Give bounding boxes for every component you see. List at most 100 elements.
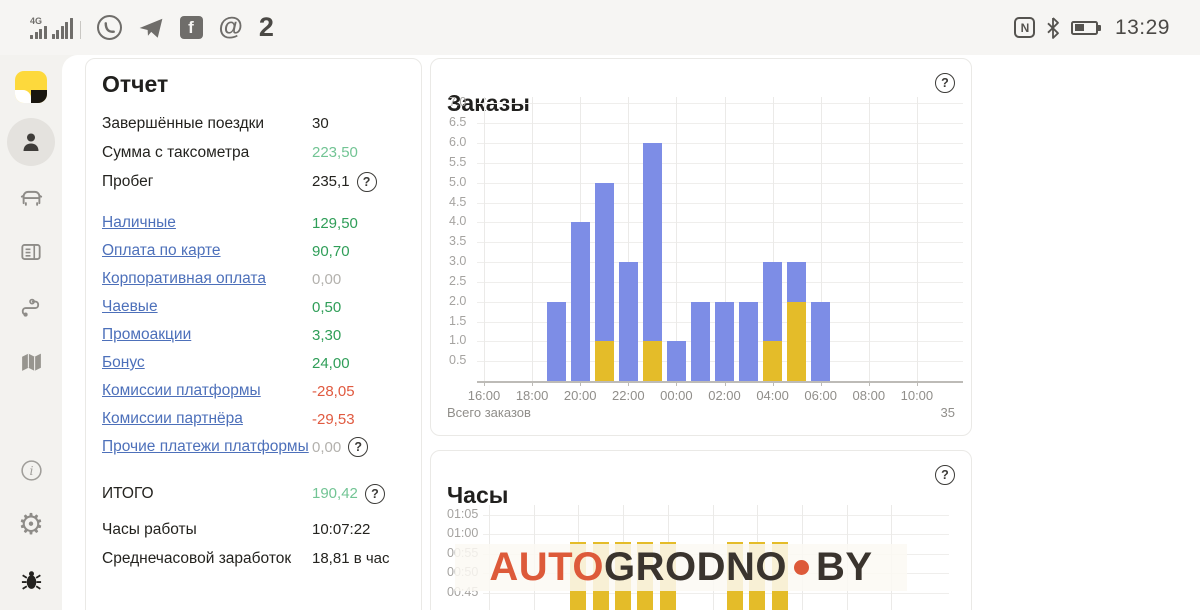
axis-tick <box>916 381 918 386</box>
report-row-value: 0,00? <box>312 437 405 457</box>
report-row-value: 223,50 <box>312 144 405 161</box>
report-row-amount: 10:07:22 <box>312 521 371 538</box>
report-row-value: 90,70 <box>312 243 405 260</box>
gridline <box>820 97 822 381</box>
x-axis-tick-label: 22:00 <box>612 388 645 403</box>
report-row-amount: -28,05 <box>312 382 355 400</box>
report-row: Корпоративная оплата 0,00 <box>102 265 405 293</box>
x-axis-tick-label: 20:00 <box>563 388 597 403</box>
bug-icon <box>21 570 41 590</box>
report-row-amount: 18,81 в час <box>312 550 390 567</box>
sidebar-item-info[interactable]: i <box>7 446 55 494</box>
report-row-value: 24,00 <box>312 355 405 372</box>
help-icon[interactable]: ? <box>935 465 955 485</box>
orders-title: Заказы <box>447 90 530 117</box>
report-row-link[interactable]: Бонус <box>102 354 145 371</box>
axis-tick <box>868 381 870 386</box>
report-row-value: -29,53 <box>312 411 405 428</box>
report-row: Оплата по карте 90,70 <box>102 237 405 265</box>
info-icon: i <box>20 459 42 481</box>
x-axis-tick-label: 00:00 <box>660 388 693 403</box>
sidebar-item-news[interactable] <box>7 228 55 276</box>
report-row-link[interactable]: Корпоративная оплата <box>102 270 266 287</box>
mail-at-icon: @ <box>218 13 243 41</box>
watermark-dot-icon <box>794 560 810 575</box>
gridline <box>676 97 678 381</box>
gridline <box>477 222 963 224</box>
gridline <box>628 97 630 381</box>
bluetooth-icon <box>1046 16 1060 39</box>
report-row-link[interactable]: Наличные <box>102 214 176 231</box>
report-row-label: Среднечасовой заработок <box>102 549 292 567</box>
profile-icon <box>23 133 39 151</box>
report-row: Пробег 235,1? <box>102 167 405 196</box>
y-axis-tick-label: 3.0 <box>449 254 467 269</box>
sidebar-item-profile[interactable] <box>7 118 55 166</box>
gear-icon: ⚙ <box>18 509 44 541</box>
report-row-link[interactable]: Чаевые <box>102 298 158 315</box>
facebook-icon: f <box>179 16 203 39</box>
yandex-pro-logo-icon <box>15 71 47 103</box>
report-panel: Отчет Завершённые поездки 30 Сумма с таксо… <box>85 58 422 610</box>
y-axis-tick-label: 4.5 <box>449 194 467 209</box>
report-row-link[interactable]: Прочие платежи платформы <box>102 438 309 455</box>
report-row-amount: 0,50 <box>312 298 342 316</box>
sidebar-item-diagnostics[interactable] <box>7 556 55 604</box>
report-row-link[interactable]: Промоакции <box>102 326 192 343</box>
orders-bar-yellow-segment <box>594 341 614 381</box>
report-row: Комиссии партнёра -29,53 <box>102 405 405 433</box>
viber-icon <box>96 15 122 40</box>
y-axis-tick-label: 0.5 <box>449 353 467 368</box>
report-row-value: 18,81 в час <box>312 550 405 567</box>
help-icon[interactable]: ? <box>364 483 385 504</box>
sidebar-item-car[interactable] <box>7 173 55 221</box>
x-axis-tick-label: 16:00 <box>467 388 501 403</box>
axis-tick <box>772 381 774 386</box>
report-row-amount: 24,00 <box>312 354 350 372</box>
gridline <box>477 143 963 145</box>
help-icon[interactable]: ? <box>348 437 369 457</box>
orders-bar-blue-segment <box>594 182 614 342</box>
x-axis-tick-label: 04:00 <box>756 388 789 403</box>
sidebar-item-route[interactable] <box>7 283 55 331</box>
report-row-value: 30 <box>312 115 405 132</box>
axis-tick <box>532 381 534 386</box>
x-axis-tick-label: 18:00 <box>515 388 549 403</box>
sidebar-item-map[interactable] <box>7 338 55 386</box>
report-row-value: 10:07:22 <box>312 521 405 538</box>
report-row-label: Часы работы <box>102 520 197 538</box>
main-content: Отчет Завершённые поездки 30 Сумма с таксо… <box>62 55 1200 610</box>
gridline <box>868 97 870 381</box>
news-icon <box>21 244 41 260</box>
report-total-row: ИТОГО 190,42 ? <box>102 479 405 508</box>
report-summary-rows: Завершённые поездки 30 Сумма с таксометра 2… <box>102 109 405 196</box>
report-row-label: Сумма с таксометра <box>102 143 250 161</box>
report-row-link[interactable]: Комиссии партнёра <box>102 410 243 427</box>
report-row-label: Завершённые поездки <box>102 114 265 132</box>
app-2-icon: 2 <box>258 12 274 42</box>
report-row-amount: -29,53 <box>312 410 355 428</box>
orders-bar-blue-segment <box>763 262 783 342</box>
map-icon <box>21 353 41 371</box>
help-icon[interactable]: ? <box>935 73 955 93</box>
sidebar-item-home[interactable] <box>7 63 55 111</box>
watermark-auto: AUTO <box>489 545 605 589</box>
svg-text:i: i <box>29 463 33 478</box>
orders-bar-blue-segment <box>546 301 566 381</box>
axis-tick <box>484 381 485 386</box>
y-axis-tick-label: 2.0 <box>449 293 467 308</box>
y-axis-tick-label: 4.0 <box>449 214 467 229</box>
orders-bar-blue-segment <box>570 222 590 381</box>
sidebar-item-settings[interactable]: ⚙ <box>7 501 55 549</box>
help-icon[interactable]: ? <box>356 171 377 192</box>
report-row-value: 235,1? <box>312 171 405 192</box>
hours-title: Часы <box>447 482 509 509</box>
gridline <box>477 103 963 105</box>
signal-bars-icon <box>51 17 73 39</box>
report-row-value: 3,30 <box>312 327 405 344</box>
y-axis-tick-label: 1.5 <box>449 313 467 328</box>
report-row-link[interactable]: Оплата по карте <box>102 242 221 259</box>
orders-bar-blue-segment <box>739 301 759 381</box>
telegram-icon <box>138 16 164 40</box>
report-row-link[interactable]: Комиссии платформы <box>102 382 261 399</box>
